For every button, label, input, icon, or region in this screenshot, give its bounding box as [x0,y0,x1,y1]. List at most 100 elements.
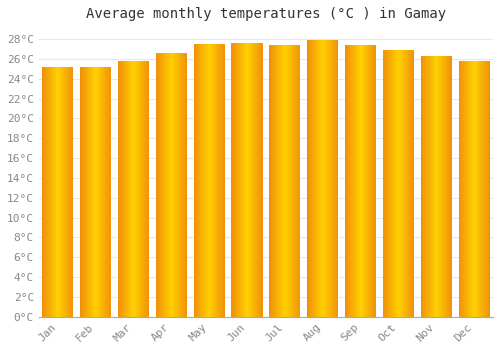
Bar [345,45,346,317]
Bar [59,67,60,317]
Bar [324,40,325,317]
Bar [102,67,103,317]
Bar [88,67,89,317]
Bar [431,56,432,317]
Bar [402,50,403,317]
Bar [96,67,97,317]
Bar [428,56,429,317]
Bar [335,40,336,317]
Bar [372,45,373,317]
Bar [128,61,129,317]
Bar [108,67,109,317]
Bar [131,61,132,317]
Bar [204,44,205,317]
Bar [182,53,183,317]
Bar [48,67,49,317]
Bar [238,43,239,317]
Bar [130,61,131,317]
Bar [353,45,354,317]
Bar [429,56,430,317]
Bar [315,40,316,317]
Bar [366,45,367,317]
Bar [462,61,464,317]
Bar [371,45,372,317]
Bar [434,56,435,317]
Bar [158,53,159,317]
Bar [423,56,424,317]
Bar [410,50,411,317]
Bar [400,50,401,317]
Bar [286,45,287,317]
Bar [451,56,452,317]
Bar [63,67,64,317]
Bar [148,61,149,317]
Bar [89,67,90,317]
Bar [425,56,426,317]
Bar [50,67,51,317]
Bar [213,44,214,317]
Bar [146,61,147,317]
Bar [92,67,93,317]
Bar [200,44,201,317]
Bar [363,45,364,317]
Bar [209,44,210,317]
Bar [313,40,314,317]
Bar [215,44,216,317]
Bar [251,43,252,317]
Bar [386,50,387,317]
Bar [166,53,167,317]
Bar [333,40,334,317]
Bar [349,45,350,317]
Bar [259,43,260,317]
Bar [482,61,483,317]
Bar [445,56,446,317]
Bar [202,44,203,317]
Bar [358,45,359,317]
Bar [93,67,94,317]
Bar [217,44,218,317]
Bar [321,40,322,317]
Bar [446,56,447,317]
Bar [252,43,253,317]
Bar [361,45,362,317]
Bar [46,67,47,317]
Bar [168,53,169,317]
Bar [126,61,127,317]
Bar [427,56,428,317]
Bar [91,67,92,317]
Bar [163,53,164,317]
Bar [241,43,242,317]
Bar [442,56,443,317]
Bar [401,50,402,317]
Bar [346,45,347,317]
Bar [459,61,460,317]
Bar [207,44,208,317]
Bar [136,61,137,317]
Bar [81,67,82,317]
Bar [133,61,134,317]
Bar [350,45,352,317]
Bar [399,50,400,317]
Bar [385,50,386,317]
Bar [356,45,357,317]
Bar [254,43,255,317]
Bar [257,43,258,317]
Bar [52,67,53,317]
Bar [201,44,202,317]
Bar [365,45,366,317]
Bar [195,44,196,317]
Bar [307,40,308,317]
Bar [120,61,121,317]
Bar [144,61,145,317]
Bar [444,56,445,317]
Bar [369,45,370,317]
Bar [297,45,298,317]
Bar [468,61,469,317]
Bar [90,67,91,317]
Bar [233,43,234,317]
Bar [325,40,326,317]
Bar [214,44,215,317]
Bar [255,43,256,317]
Bar [66,67,67,317]
Bar [471,61,472,317]
